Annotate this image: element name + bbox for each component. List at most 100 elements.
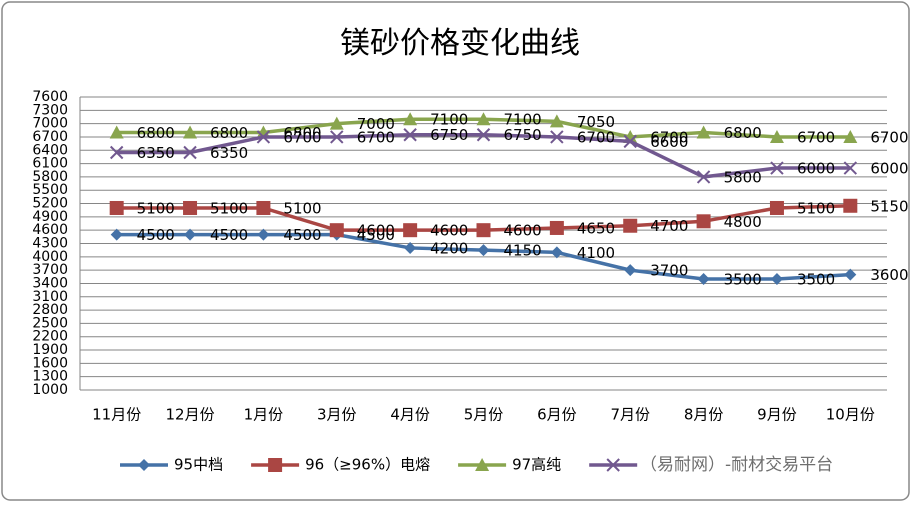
data-label: 6700 (577, 128, 615, 146)
point (476, 223, 491, 238)
data-label: 5100 (797, 199, 835, 217)
x-tick-label: 12月份 (165, 406, 214, 424)
data-label: 6350 (137, 144, 175, 162)
data-label: 3500 (797, 271, 835, 289)
point (696, 170, 711, 184)
y-tick-label: 3400 (32, 275, 68, 291)
data-label: 5800 (724, 168, 762, 186)
point (256, 130, 271, 144)
legend-label: 95中档 (174, 456, 223, 474)
data-label: 4700 (650, 217, 688, 235)
data-label: 4600 (504, 222, 542, 240)
point (110, 228, 123, 241)
point (403, 128, 417, 142)
y-tick-label: 2800 (32, 302, 68, 318)
data-label: 7050 (577, 113, 615, 131)
data-label: 6800 (137, 124, 175, 142)
point (403, 223, 418, 238)
data-label: 3600 (870, 266, 908, 284)
point (769, 129, 784, 143)
y-tick-label: 2500 (32, 315, 68, 331)
data-label: 5100 (283, 199, 321, 217)
data-label: 5100 (137, 199, 175, 217)
point (697, 273, 710, 286)
point (550, 246, 563, 259)
data-label: 5100 (210, 199, 248, 217)
point (843, 161, 858, 175)
point (550, 130, 564, 144)
y-tick-label: 4000 (32, 249, 68, 265)
x-tick-label: 9月份 (757, 406, 797, 424)
point (109, 145, 124, 160)
data-label: 3700 (650, 262, 688, 280)
chart-title: 镁砂价格变化曲线 (340, 26, 580, 61)
point (329, 116, 344, 130)
data-label: 6750 (504, 126, 542, 144)
point (183, 125, 198, 139)
point (403, 112, 418, 126)
point (330, 130, 344, 144)
y-tick-label: 1900 (32, 342, 68, 358)
x-tick-label: 6月份 (537, 406, 577, 424)
point (109, 125, 124, 139)
point (476, 128, 491, 142)
y-tick-label: 1000 (32, 382, 68, 398)
x-tick-label: 8月份 (684, 406, 724, 424)
y-tick-label: 4900 (32, 209, 68, 225)
data-label: 4100 (577, 244, 615, 262)
data-label: 4200 (430, 239, 468, 257)
data-label: 4600 (357, 222, 395, 240)
point (257, 228, 270, 241)
data-label: 6700 (797, 128, 835, 146)
y-tick-label: 1600 (32, 355, 68, 371)
y-tick-label: 4300 (32, 236, 68, 252)
y-tick-label: 5200 (32, 196, 68, 212)
data-label: 6000 (870, 160, 908, 178)
point (329, 223, 344, 238)
x-tick-label: 4月份 (390, 406, 430, 424)
legend-marker (475, 458, 490, 471)
data-label: 4650 (577, 219, 615, 237)
legend-marker (268, 458, 283, 472)
x-tick-label: 5月份 (464, 406, 504, 424)
point (844, 268, 857, 281)
point (477, 244, 490, 257)
x-tick-label: 10月份 (826, 406, 875, 424)
y-tick-label: 3100 (32, 289, 68, 305)
data-label: 6700 (357, 128, 395, 146)
y-tick-label: 2200 (32, 329, 68, 345)
point (696, 125, 711, 139)
data-label: 4800 (724, 213, 762, 231)
data-label: 6700 (650, 128, 688, 146)
y-tick-label: 5800 (32, 169, 68, 185)
point (843, 129, 858, 143)
y-tick-label: 7600 (32, 89, 68, 105)
x-tick-label: 11月份 (92, 406, 141, 424)
legend-marker (138, 459, 150, 471)
point (549, 220, 564, 235)
point (183, 200, 198, 215)
data-label: 4500 (137, 226, 175, 244)
y-tick-label: 7000 (32, 116, 68, 132)
y-tick-label: 1300 (32, 369, 68, 385)
legend-label: 97高纯 (512, 456, 561, 474)
data-label: 6800 (210, 124, 248, 142)
data-label: 5150 (870, 197, 908, 215)
y-tick-label: 6700 (32, 129, 68, 145)
point (623, 134, 637, 149)
data-label: 7000 (357, 115, 395, 133)
y-tick-label: 6400 (32, 142, 68, 158)
x-tick-label: 1月份 (244, 406, 284, 424)
legend-marker (606, 458, 620, 472)
point (624, 264, 637, 277)
data-label: 6700 (870, 128, 908, 146)
x-tick-label: 3月份 (317, 406, 357, 424)
data-label: 3500 (724, 271, 762, 289)
point (770, 161, 784, 175)
watermark: （易耐网）-耐材交易平台 (640, 455, 833, 475)
data-label: 4500 (283, 226, 321, 244)
data-label: 7100 (504, 111, 542, 129)
y-tick-label: 3700 (32, 262, 68, 278)
x-tick-label: 7月份 (610, 406, 650, 424)
